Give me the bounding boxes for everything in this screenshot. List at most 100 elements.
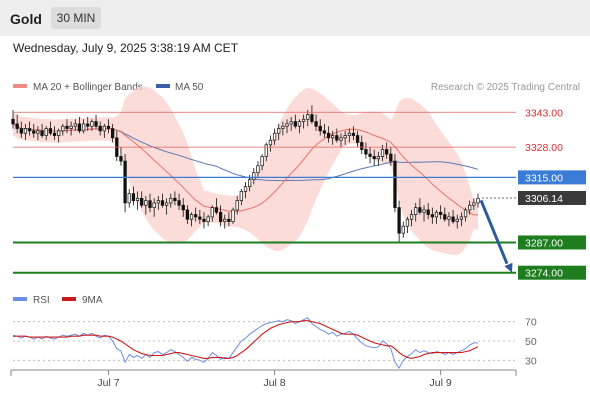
candle-body	[293, 121, 297, 127]
candle-body	[268, 139, 273, 146]
level-label: 3315.00	[525, 172, 563, 184]
candle-body	[380, 149, 385, 157]
candle	[111, 123, 115, 143]
candle	[123, 154, 127, 213]
candle-body	[385, 149, 389, 155]
rsi-ma-legend-swatch	[62, 297, 76, 301]
rsi-ma-legend-label: 9MA	[82, 295, 103, 306]
price-plot	[11, 86, 480, 256]
candle	[463, 207, 468, 222]
candle-body	[69, 125, 73, 129]
candle	[289, 116, 293, 131]
candle-body	[123, 160, 127, 204]
candle-body	[364, 149, 368, 155]
candle-body	[19, 128, 23, 134]
candle-body	[430, 214, 434, 218]
candle-body	[422, 209, 426, 213]
candle	[23, 123, 28, 141]
candle	[468, 200, 472, 215]
time-axis: Jul 7 Jul 8 Jul 9	[10, 369, 517, 389]
time-axis-label: Jul 7	[97, 377, 119, 389]
candle-body	[57, 130, 61, 136]
candle	[347, 128, 351, 143]
candle	[235, 195, 239, 215]
candle-body	[468, 204, 472, 211]
timeframe-button[interactable]: 30 MIN	[51, 7, 101, 29]
level-label: 3274.00	[525, 268, 563, 280]
forecast-arrow	[479, 199, 509, 265]
candle	[185, 205, 190, 224]
candle	[135, 191, 140, 210]
candle	[189, 212, 194, 227]
candle-body	[451, 216, 455, 222]
level-label: 3343.00	[525, 107, 563, 119]
candle	[65, 119, 69, 134]
candle	[355, 130, 360, 148]
instrument-title: Gold	[10, 11, 42, 27]
candle-body	[189, 214, 194, 220]
candle	[148, 193, 152, 213]
candle	[385, 142, 389, 159]
candle-body	[360, 142, 364, 150]
candle	[351, 126, 356, 141]
rsi-legend-label: RSI	[33, 295, 50, 306]
candle	[11, 109, 15, 129]
rsi-ma-line	[13, 320, 479, 359]
candle	[239, 189, 243, 206]
candle-body	[297, 121, 302, 127]
candle-body	[243, 186, 248, 192]
candle	[368, 147, 372, 164]
candle-body	[434, 211, 439, 218]
candle-body	[231, 209, 235, 222]
candle	[57, 128, 61, 143]
candle-body	[472, 202, 476, 206]
candle	[86, 116, 90, 131]
candle	[360, 135, 364, 155]
candle-body	[144, 200, 148, 206]
candle-body	[102, 125, 106, 132]
candle-body	[397, 207, 401, 234]
candle-body	[11, 118, 15, 125]
copyright-credit: Research © 2025 Trading Central	[431, 82, 580, 93]
candle-body	[463, 209, 468, 218]
candle-body	[173, 197, 177, 201]
candle	[19, 121, 23, 138]
candle-body	[65, 125, 69, 129]
candle	[426, 202, 430, 220]
candle	[106, 119, 111, 134]
candle-body	[347, 132, 351, 136]
candle	[376, 151, 380, 166]
candle	[102, 123, 106, 138]
candle-body	[405, 218, 410, 227]
candle-body	[289, 121, 293, 125]
candle	[202, 212, 206, 229]
rsi-tick-label: 50	[525, 336, 537, 348]
candle	[90, 119, 94, 131]
candle-body	[277, 128, 281, 134]
candle	[272, 128, 277, 145]
candle-body	[73, 123, 77, 127]
rsi-tick-label: 70	[525, 317, 537, 329]
candle-body	[285, 123, 289, 127]
candle-body	[476, 197, 480, 204]
candle-body	[310, 114, 314, 122]
candle-body	[227, 218, 231, 222]
candle	[127, 189, 131, 208]
candle	[281, 121, 285, 136]
candle-body	[343, 135, 347, 139]
candle	[447, 212, 451, 227]
candle	[364, 142, 368, 159]
candle-body	[77, 123, 82, 132]
candle	[397, 200, 401, 243]
candle	[94, 114, 98, 129]
candle	[409, 209, 414, 227]
candle	[418, 198, 422, 215]
candle	[264, 142, 268, 162]
ma50-legend-label: MA 50	[175, 82, 204, 93]
candle	[252, 168, 256, 185]
candle-body	[331, 135, 335, 139]
candle	[389, 147, 393, 166]
candle	[443, 207, 447, 222]
candle-body	[260, 156, 264, 167]
